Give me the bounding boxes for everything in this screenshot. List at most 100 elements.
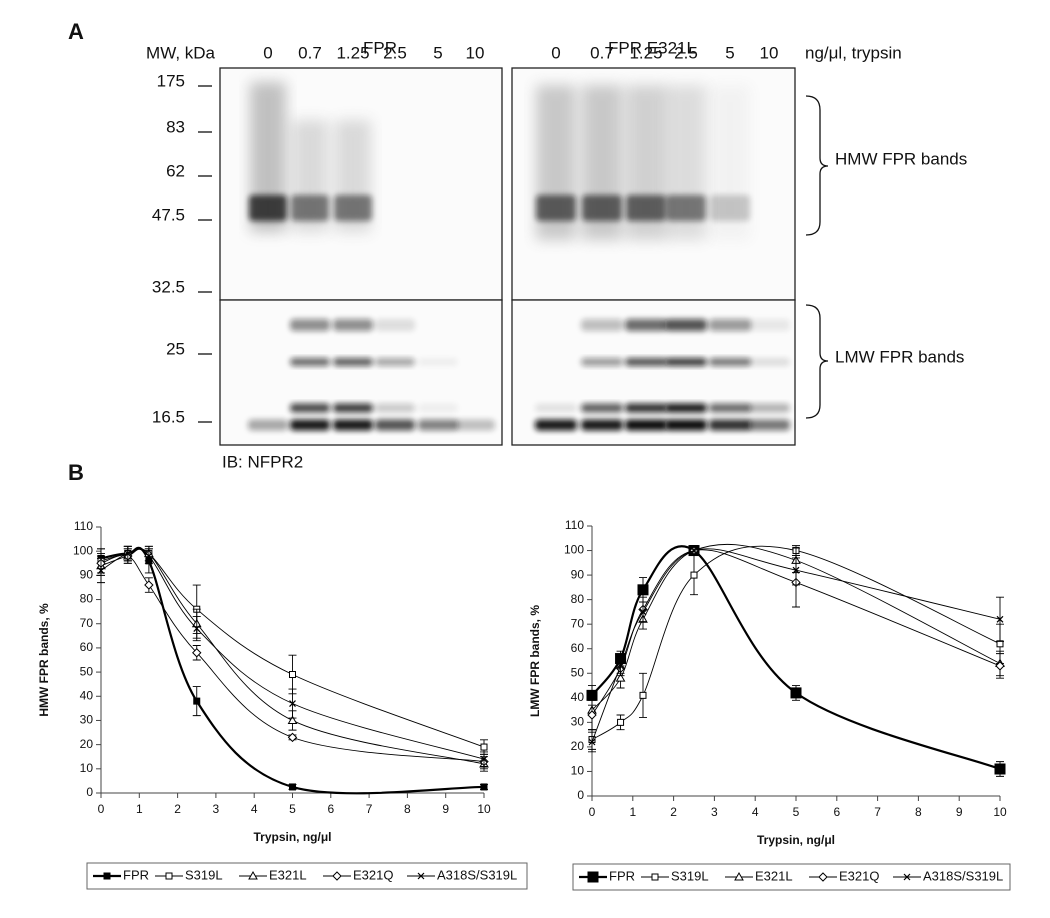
- marker: [124, 550, 132, 558]
- blot-band: [625, 419, 667, 431]
- y-tick-label: 100: [564, 543, 584, 557]
- blot-band: [710, 195, 750, 221]
- blot-band: [455, 419, 495, 431]
- legend-label: S319L: [185, 867, 223, 882]
- blot-band: [748, 403, 790, 413]
- blot-band: [625, 403, 667, 413]
- lane-label: 5: [433, 43, 442, 62]
- marker: [192, 648, 202, 658]
- blot-band: [709, 358, 751, 366]
- blot-band: [290, 358, 330, 366]
- marker: [480, 783, 488, 791]
- blot-band: [375, 319, 415, 331]
- marker: [417, 872, 425, 880]
- mw-marker-label: 47.5: [152, 205, 185, 224]
- lane-label: 1.25: [336, 43, 369, 62]
- x-tick-label: 10: [477, 802, 491, 816]
- marker: [480, 755, 488, 763]
- blot-band: [249, 195, 287, 221]
- y-axis-title: HMW FPR bands, %: [37, 603, 51, 717]
- y-tick-label: 70: [571, 616, 585, 630]
- blot-band: [291, 195, 329, 221]
- y-tick-label: 80: [571, 592, 585, 606]
- x-tick-label: 3: [711, 805, 718, 819]
- lane-label: 2.5: [674, 43, 698, 62]
- marker: [287, 732, 298, 743]
- lane-label: 10: [466, 43, 485, 62]
- blot-band: [334, 195, 372, 221]
- mw-marker-label: 25: [166, 339, 185, 358]
- blot-band: [248, 419, 288, 431]
- marker: [651, 873, 659, 881]
- blot-band: [665, 403, 707, 413]
- blot-band: [581, 419, 623, 431]
- blot-images: [219, 67, 796, 446]
- blot-band: [748, 358, 790, 366]
- marker: [690, 547, 698, 554]
- marker: [480, 743, 488, 751]
- antibody-label: IB: NFPR2: [222, 452, 303, 471]
- y-tick-label: 60: [571, 641, 585, 655]
- blot-band: [582, 195, 622, 221]
- marker: [193, 697, 201, 705]
- marker: [617, 662, 624, 670]
- blot-band: [748, 319, 790, 331]
- x-axis-title: Trypsin, ng/μl: [253, 830, 331, 844]
- blot-band: [665, 419, 707, 431]
- marker: [587, 710, 597, 720]
- mw-marker-label: 62: [166, 161, 185, 180]
- marker: [332, 871, 342, 881]
- blot-band: [290, 403, 330, 413]
- blot-band: [333, 319, 373, 331]
- marker: [639, 691, 647, 699]
- y-tick-label: 0: [86, 785, 93, 799]
- blot-band: [290, 319, 330, 331]
- blot-band: [709, 419, 751, 431]
- marker: [994, 763, 1006, 775]
- series-line: [591, 548, 1001, 743]
- legend-label: A318S/S319L: [923, 868, 1003, 883]
- x-tick-label: 9: [442, 802, 449, 816]
- marker: [790, 687, 802, 699]
- y-tick-label: 40: [571, 690, 585, 704]
- blot-band: [581, 403, 623, 413]
- lane-label: 0: [263, 43, 272, 62]
- blot-band: [418, 419, 458, 431]
- x-tick-label: 7: [874, 805, 881, 819]
- band-label: HMW FPR bands: [835, 149, 967, 168]
- y-tick-label: 50: [571, 665, 585, 679]
- mw-marker-label: 83: [166, 117, 185, 136]
- x-tick-label: 0: [589, 805, 596, 819]
- marker: [289, 671, 296, 679]
- blot-band: [375, 358, 415, 366]
- blot-band: [418, 403, 458, 413]
- brace: [805, 304, 829, 419]
- x-tick-label: 5: [289, 802, 296, 816]
- x-tick-label: 5: [793, 805, 800, 819]
- x-tick-label: 0: [98, 802, 105, 816]
- lane-label: 10: [760, 43, 779, 62]
- marker: [248, 870, 258, 880]
- marker: [144, 580, 154, 590]
- blot-band: [665, 358, 707, 366]
- blot-band: [625, 319, 667, 331]
- y-tick-label: 50: [80, 664, 94, 678]
- panel-label: B: [68, 460, 84, 485]
- blot-band: [375, 419, 415, 431]
- x-tick-label: 3: [213, 802, 220, 816]
- legend-label: S319L: [671, 868, 709, 883]
- marker: [639, 608, 647, 616]
- marker: [287, 715, 298, 724]
- x-tick-label: 4: [752, 805, 759, 819]
- blot-band: [625, 358, 667, 366]
- y-tick-label: 110: [74, 519, 93, 533]
- blot-band: [290, 419, 330, 431]
- y-tick-label: 90: [571, 567, 585, 581]
- marker: [995, 661, 1005, 671]
- marker: [615, 673, 626, 682]
- marker: [588, 738, 596, 746]
- y-tick-label: 90: [80, 568, 94, 582]
- y-tick-label: 30: [571, 715, 585, 729]
- x-tick-label: 6: [327, 802, 334, 816]
- marker: [637, 584, 649, 596]
